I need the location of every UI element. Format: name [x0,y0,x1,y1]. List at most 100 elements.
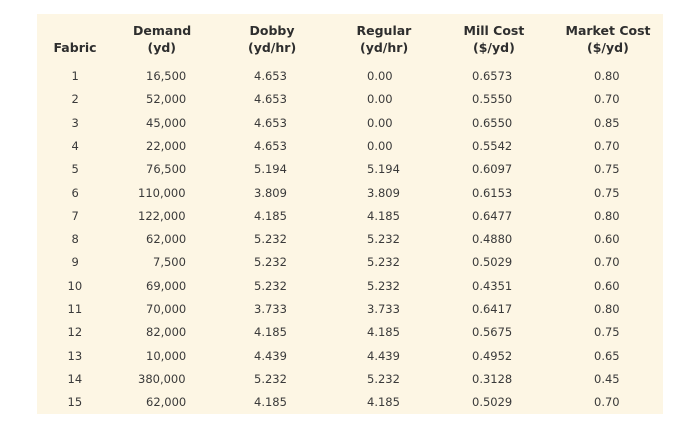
cell: 3.809 [254,185,287,200]
cell: 1 [71,69,79,83]
cell: 0.6477 [472,208,513,223]
cell: 122,000 [138,208,186,223]
cell: 4.653 [254,115,287,130]
cell: 0.4880 [472,232,513,247]
cell: 0.6573 [472,69,513,83]
cell: 4.653 [254,69,287,83]
cell: 11 [67,302,83,316]
cell: 5 [71,162,79,177]
cell: 4.439 [367,348,400,363]
cell: 52,000 [146,92,187,107]
cell: 4.185 [254,208,287,223]
cell: 4.185 [254,325,287,340]
cell: 12 [67,325,83,340]
cell: 0.4952 [472,348,513,363]
cell: 0.6550 [472,115,513,130]
cell: 380,000 [138,371,186,386]
cell: 14 [67,371,83,386]
cell: 0.5029 [472,395,513,410]
cell: 0.00 [367,138,393,153]
cell: 0.5550 [472,92,513,107]
cell: 82,000 [146,325,187,340]
cell: 3.733 [254,302,287,316]
cell: 0.80 [594,208,620,223]
cell: 4.185 [367,208,400,223]
cell: 5.194 [254,162,287,177]
column-header: (yd) [147,40,177,55]
cell: 0.00 [367,92,393,107]
cell: 62,000 [146,232,187,247]
cell: 5.232 [254,255,287,270]
cell: 0.60 [594,232,620,247]
cell: 0.5029 [472,255,513,270]
cell: 16,500 [146,69,187,83]
cell: 3.733 [367,302,400,316]
cell: 5.232 [254,371,287,386]
cell: 0.70 [594,395,620,410]
cell: 6 [71,185,79,200]
cell: 7,500 [153,255,186,270]
cell: 0.75 [594,185,620,200]
column-header: Mill Cost [463,23,525,38]
cell: 10 [67,278,83,293]
cell: 0.70 [594,92,620,107]
cell: 0.6153 [472,185,513,200]
cell: 69,000 [146,278,187,293]
cell: 0.5675 [472,325,513,340]
cell: 15 [67,395,83,410]
cell: 5.232 [367,278,400,293]
cell: 13 [67,348,83,363]
cell: 5.232 [367,232,400,247]
cell: 4.185 [367,325,400,340]
cell: 3 [71,115,79,130]
cell: 7 [71,208,79,223]
column-header: Fabric [53,40,97,55]
cell: 5.232 [254,232,287,247]
cell: 0.60 [594,278,620,293]
cell: 5.194 [367,162,400,177]
column-header: Demand [133,23,192,38]
cell: 22,000 [146,138,187,153]
cell: 70,000 [146,302,187,316]
column-header: (yd/hr) [360,40,409,55]
cell: 0.3128 [472,371,513,386]
cell: 0.70 [594,138,620,153]
cell: 0.80 [594,69,620,83]
cell: 0.6417 [472,302,513,316]
column-header: Regular [356,23,412,38]
column-header: Market Cost [565,23,651,38]
cell: 45,000 [146,115,187,130]
cell: 2 [71,92,79,107]
cell: 4 [71,138,79,153]
table-background [37,14,663,414]
cell: 76,500 [146,162,187,177]
cell: 0.70 [594,255,620,270]
cell: 0.75 [594,162,620,177]
cell: 0.85 [594,115,620,130]
cell: 0.75 [594,325,620,340]
cell: 0.6097 [472,162,513,177]
cell: 4.185 [254,395,287,410]
cell: 62,000 [146,395,187,410]
cell: 5.232 [254,278,287,293]
column-header: ($/yd) [587,40,629,55]
cell: 110,000 [138,185,186,200]
cell: 3.809 [367,185,400,200]
cell: 4.439 [254,348,287,363]
cell: 4.653 [254,138,287,153]
column-header: Dobby [249,23,295,38]
cell: 5.232 [367,371,400,386]
cell: 0.45 [594,371,620,386]
cell: 0.65 [594,348,620,363]
column-header: ($/yd) [473,40,515,55]
cell: 4.185 [367,395,400,410]
cell: 8 [71,232,79,247]
cell: 5.232 [367,255,400,270]
cell: 0.4351 [472,278,513,293]
column-header: (yd/hr) [248,40,297,55]
cell: 0.00 [367,69,393,83]
cell: 10,000 [146,348,187,363]
cell: 0.00 [367,115,393,130]
cell: 0.5542 [472,138,513,153]
